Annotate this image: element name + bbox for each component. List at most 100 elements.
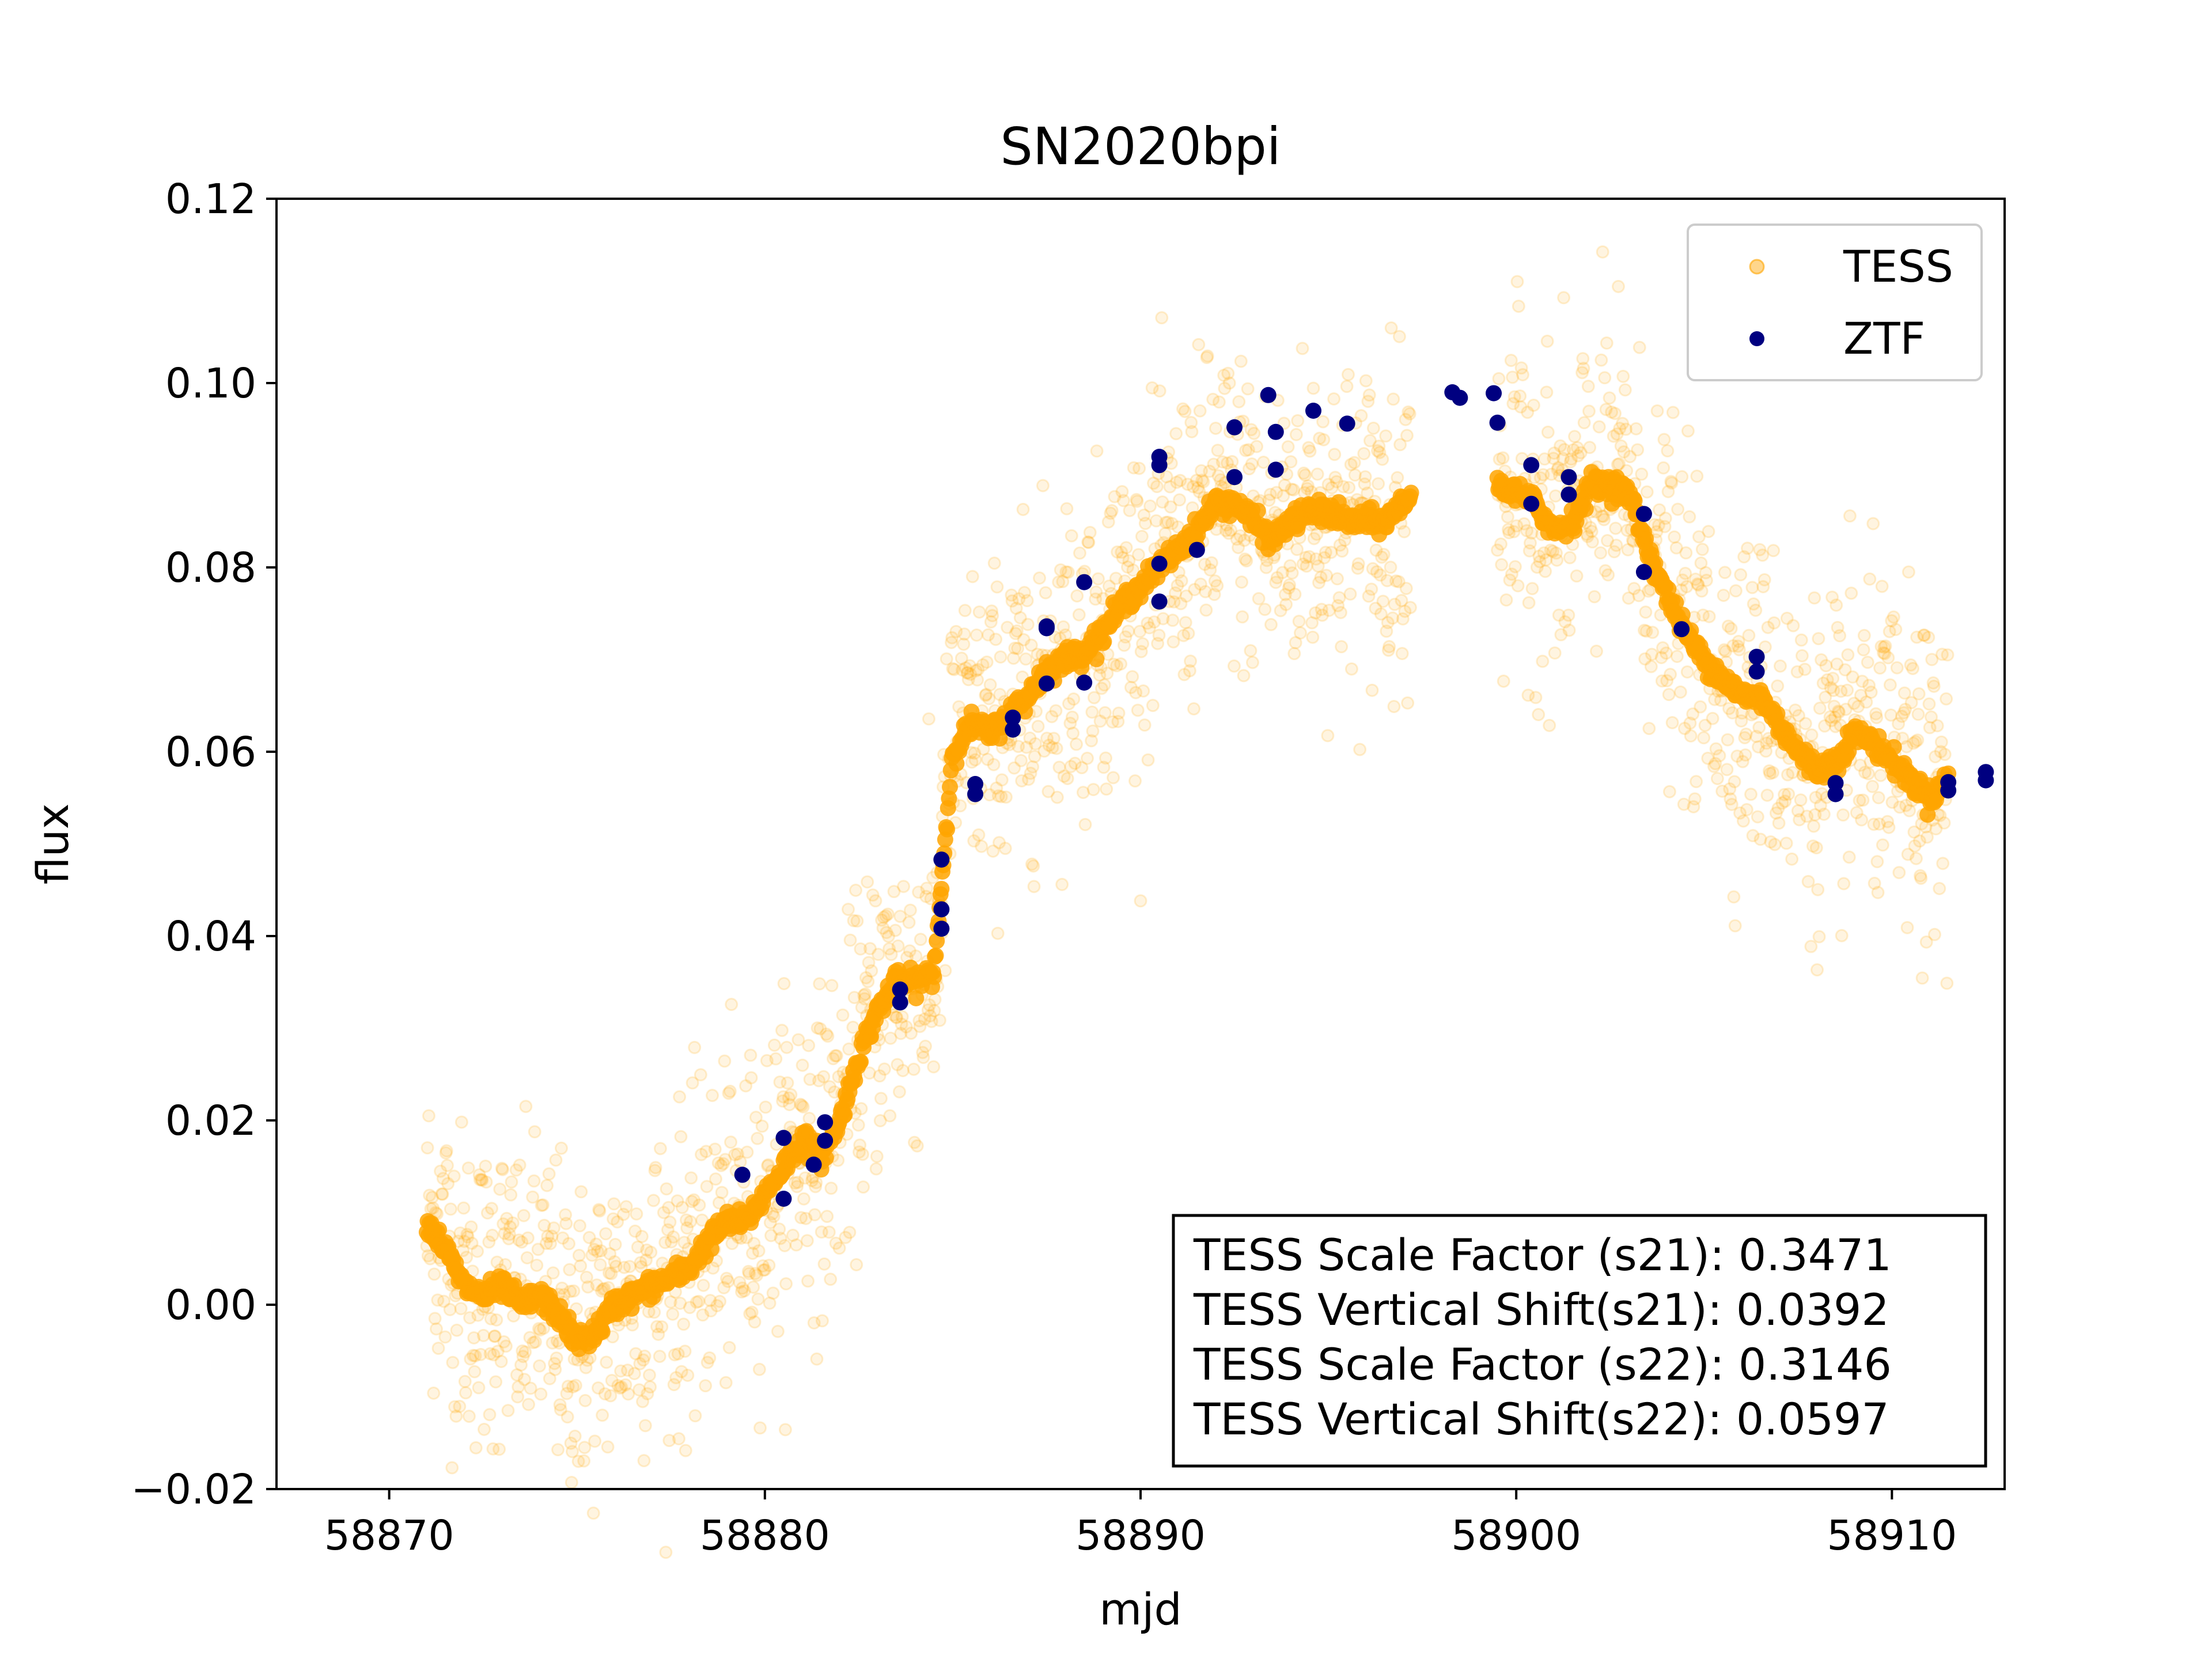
tess-raw-point — [511, 1390, 525, 1404]
tess-raw-point — [1638, 623, 1652, 637]
tess-raw-point — [965, 755, 979, 769]
tess-raw-point — [1817, 808, 1831, 821]
tess-raw-point — [1546, 544, 1560, 558]
tess-raw-point — [1241, 443, 1255, 457]
tess-raw-point — [1054, 563, 1067, 577]
tess-raw-point — [1116, 551, 1130, 565]
tess-raw-point — [675, 1200, 689, 1214]
tess-raw-point — [440, 1144, 453, 1158]
tess-raw-point — [1759, 744, 1773, 758]
tess-raw-point — [1727, 890, 1741, 904]
tess-raw-point — [445, 1461, 459, 1475]
tess-raw-point — [426, 1201, 440, 1215]
tess-raw-point — [577, 1454, 591, 1468]
tess-raw-point — [578, 1441, 592, 1455]
tess-raw-point — [733, 1275, 747, 1289]
tess-trend-point — [908, 990, 925, 1006]
tess-raw-point — [884, 948, 898, 961]
tess-raw-point — [1342, 480, 1356, 494]
tess-raw-point — [1128, 774, 1142, 788]
tess-raw-point — [441, 1177, 455, 1191]
tess-raw-point — [503, 1220, 517, 1234]
tess-raw-point — [843, 933, 857, 947]
tess-raw-point — [1830, 599, 1843, 612]
tess-raw-point — [1934, 735, 1948, 749]
tess-raw-point — [758, 1263, 772, 1277]
tess-raw-point — [1142, 621, 1156, 635]
tess-raw-point — [1520, 524, 1534, 537]
tess-raw-point — [548, 1357, 562, 1370]
tess-raw-point — [1734, 568, 1748, 582]
tess-raw-point — [699, 1145, 713, 1158]
tess-raw-point — [813, 977, 827, 991]
tess-raw-point — [559, 1208, 573, 1222]
tess-raw-point — [1904, 658, 1918, 672]
tess-raw-point — [807, 1316, 821, 1330]
tess-raw-point — [1809, 841, 1823, 855]
tess-raw-point — [1825, 590, 1839, 604]
tess-raw-point — [1315, 603, 1328, 616]
tess-raw-point — [532, 1322, 546, 1336]
tess-raw-point — [883, 1109, 897, 1123]
tess-raw-point — [448, 1400, 461, 1414]
tess-raw-point — [1885, 614, 1899, 628]
tess-raw-point — [775, 1024, 789, 1037]
tess-raw-point — [457, 1201, 471, 1215]
tess-raw-point — [1824, 681, 1838, 695]
tess-raw-point — [527, 1174, 541, 1188]
legend: TESS ZTF — [1687, 224, 1983, 381]
tess-raw-point — [1552, 608, 1566, 622]
tess-raw-point — [1527, 398, 1540, 412]
tess-raw-point — [1279, 597, 1293, 611]
tess-raw-point — [1571, 449, 1585, 463]
tess-raw-point — [1629, 422, 1643, 435]
tess-raw-point — [1658, 520, 1672, 533]
tess-raw-point — [536, 1198, 550, 1212]
tess-raw-point — [747, 1281, 760, 1294]
tess-trend-point — [929, 933, 945, 949]
tess-raw-point — [1753, 832, 1767, 846]
tess-raw-point — [565, 1475, 578, 1489]
tess-raw-point — [1929, 822, 1943, 836]
tess-raw-point — [1740, 803, 1753, 817]
tess-raw-point — [1153, 384, 1166, 398]
tess-raw-point — [880, 926, 893, 940]
tess-raw-point — [1129, 685, 1143, 699]
tess-raw-point — [1753, 543, 1767, 556]
tess-raw-point — [1732, 634, 1745, 648]
tess-raw-point — [471, 1308, 485, 1322]
tess-raw-point — [1292, 615, 1306, 628]
tess-raw-point — [598, 1387, 612, 1401]
tess-raw-point — [902, 915, 916, 929]
tess-raw-point — [752, 1244, 766, 1258]
tess-raw-point — [967, 834, 981, 848]
tess-raw-point — [990, 781, 1003, 795]
tess-raw-point — [1289, 636, 1302, 650]
tess-raw-point — [553, 1398, 567, 1412]
tess-raw-point — [1078, 817, 1092, 831]
tess-raw-point — [1309, 606, 1323, 620]
tess-raw-point — [1123, 503, 1137, 517]
tess-raw-point — [1522, 596, 1536, 609]
tess-raw-point — [1372, 440, 1386, 453]
tess-raw-point — [778, 1423, 792, 1437]
tess-raw-point — [903, 903, 917, 917]
tess-raw-point — [1911, 733, 1925, 747]
tess-raw-point — [1856, 793, 1870, 807]
tess-raw-point — [696, 1278, 710, 1292]
tess-raw-point — [984, 615, 998, 629]
tess-raw-point — [1807, 819, 1821, 833]
tess-raw-point — [562, 1237, 576, 1251]
tess-raw-point — [745, 1305, 759, 1319]
tess-raw-point — [1887, 610, 1900, 624]
tess-raw-point — [1697, 731, 1711, 745]
tess-raw-point — [1516, 368, 1529, 381]
tess-raw-point — [1875, 579, 1889, 593]
tess-raw-point — [664, 1295, 677, 1309]
tess-raw-point — [648, 1164, 662, 1177]
tess-raw-point — [1530, 560, 1544, 574]
tess-raw-point — [933, 1013, 946, 1027]
tess-raw-point — [969, 628, 983, 642]
tess-raw-point — [1027, 859, 1040, 873]
tess-raw-point — [1532, 550, 1546, 563]
